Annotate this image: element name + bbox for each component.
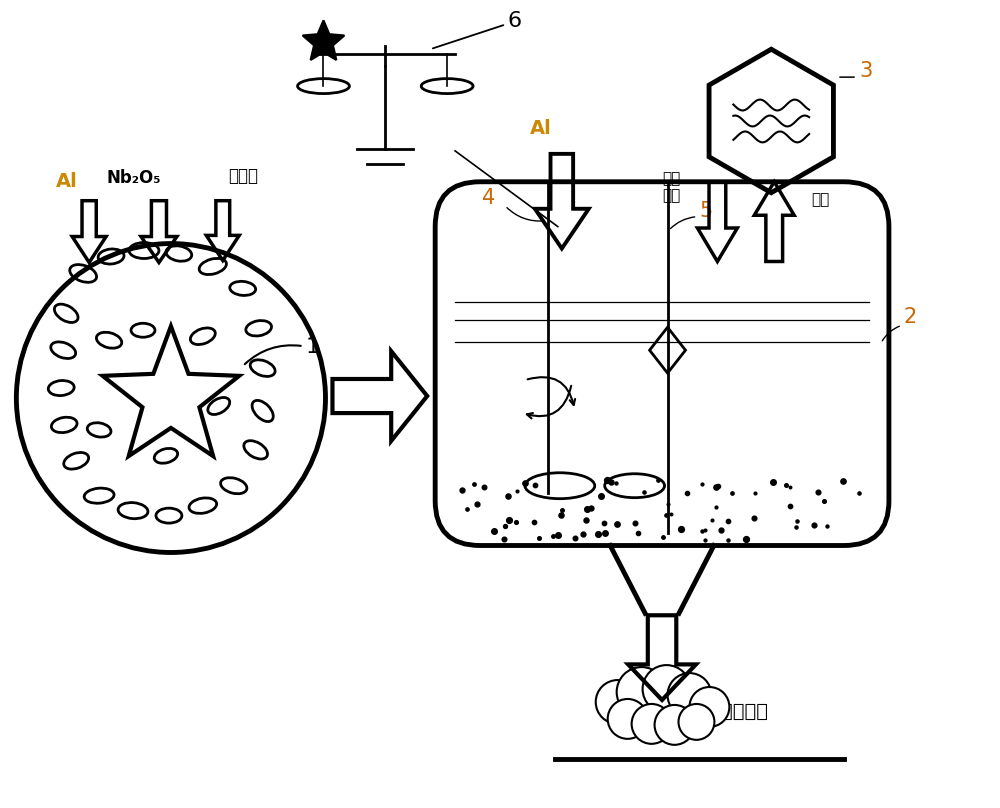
Text: 3: 3 — [859, 61, 872, 81]
Circle shape — [632, 704, 672, 744]
Text: 2: 2 — [904, 307, 917, 327]
Circle shape — [596, 680, 640, 724]
Text: 空气: 空气 — [811, 191, 829, 207]
Text: 6: 6 — [508, 11, 522, 32]
Polygon shape — [303, 20, 344, 60]
Circle shape — [643, 665, 690, 713]
Text: 惰性
气体: 惰性 气体 — [662, 170, 681, 203]
Text: 1: 1 — [306, 337, 320, 357]
Text: Nb₂O₅: Nb₂O₅ — [106, 169, 161, 187]
Text: 5: 5 — [699, 200, 713, 221]
Circle shape — [679, 704, 714, 740]
Text: 4: 4 — [482, 187, 495, 208]
Text: 除渣剂: 除渣剂 — [228, 166, 258, 185]
Circle shape — [668, 673, 711, 717]
Circle shape — [617, 667, 667, 717]
Circle shape — [655, 705, 694, 745]
Circle shape — [689, 687, 729, 727]
Polygon shape — [103, 326, 239, 456]
Circle shape — [608, 699, 648, 739]
Text: Al: Al — [530, 119, 552, 138]
Text: Al: Al — [56, 172, 78, 191]
Text: 铌铝合金: 铌铝合金 — [721, 702, 768, 721]
